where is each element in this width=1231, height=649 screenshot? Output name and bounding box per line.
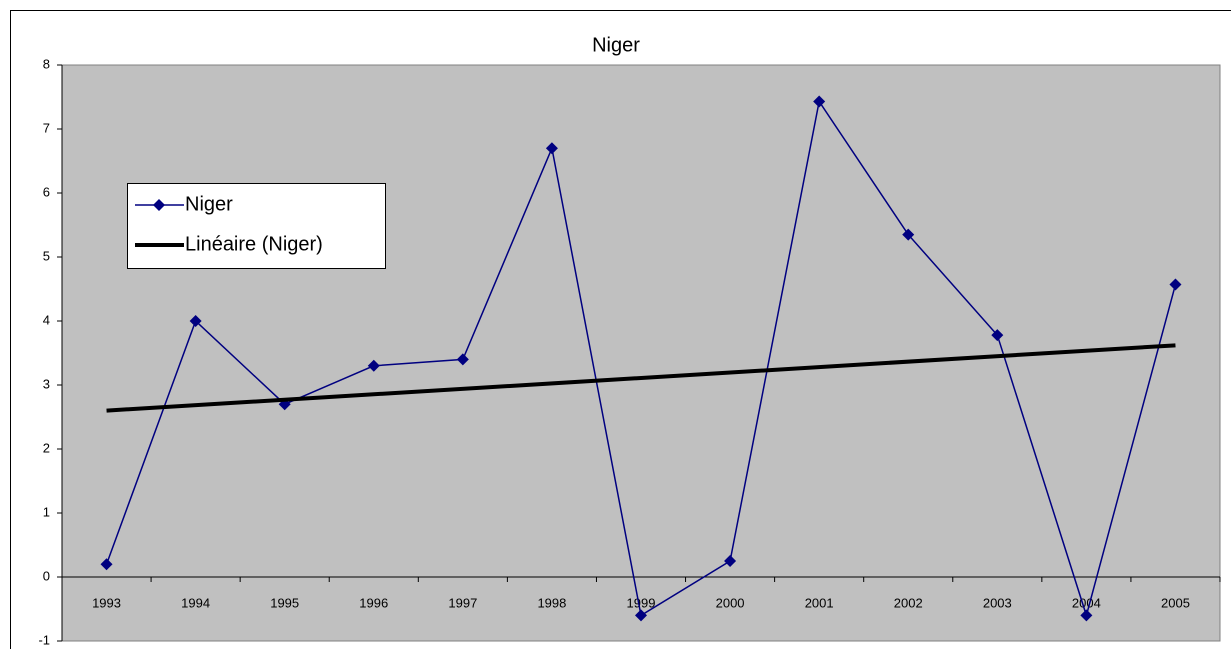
marker bbox=[545, 142, 558, 155]
x-tick-label: 1994 bbox=[181, 595, 210, 610]
y-tick-label: 3 bbox=[43, 376, 50, 391]
marker bbox=[100, 558, 113, 571]
legend-marker bbox=[153, 199, 165, 211]
legend-box bbox=[127, 183, 386, 269]
x-tick-label: 2005 bbox=[1161, 595, 1190, 610]
y-tick-label: 6 bbox=[43, 184, 50, 199]
legend-label: Linéaire (Niger) bbox=[185, 233, 323, 255]
x-tick-label: 2003 bbox=[983, 595, 1012, 610]
marker bbox=[1080, 609, 1093, 622]
marker bbox=[189, 315, 202, 327]
x-tick-label: 1996 bbox=[359, 595, 388, 610]
x-tick-label: 1997 bbox=[448, 595, 477, 610]
marker bbox=[456, 353, 469, 366]
x-tick-label: 2000 bbox=[716, 595, 745, 610]
y-tick-label: 8 bbox=[43, 56, 50, 71]
y-tick-label: 4 bbox=[43, 312, 50, 327]
marker bbox=[724, 555, 737, 567]
marker bbox=[1169, 278, 1182, 291]
y-tick-label: 5 bbox=[43, 248, 50, 263]
x-tick-label: 2002 bbox=[894, 595, 923, 610]
x-tick-label: 1998 bbox=[537, 595, 566, 610]
y-tick-label: -1 bbox=[38, 632, 50, 647]
y-tick-label: 1 bbox=[43, 504, 50, 519]
x-tick-label: 2004 bbox=[1072, 595, 1101, 610]
legend-label: Niger bbox=[185, 193, 233, 215]
x-tick-label: 2001 bbox=[805, 595, 834, 610]
trend-line bbox=[106, 343, 1176, 413]
y-tick-label: 7 bbox=[43, 120, 50, 135]
y-tick-label: 0 bbox=[43, 568, 50, 583]
chart-title: Niger bbox=[592, 34, 640, 56]
marker bbox=[635, 609, 647, 622]
x-tick-label: 1995 bbox=[270, 595, 299, 610]
marker bbox=[367, 359, 380, 372]
marker bbox=[813, 95, 826, 108]
x-tick-label: 1999 bbox=[627, 595, 656, 610]
marker bbox=[902, 228, 915, 241]
x-tick-label: 1993 bbox=[92, 595, 121, 610]
marker bbox=[991, 329, 1004, 342]
y-tick-label: 2 bbox=[43, 440, 50, 455]
